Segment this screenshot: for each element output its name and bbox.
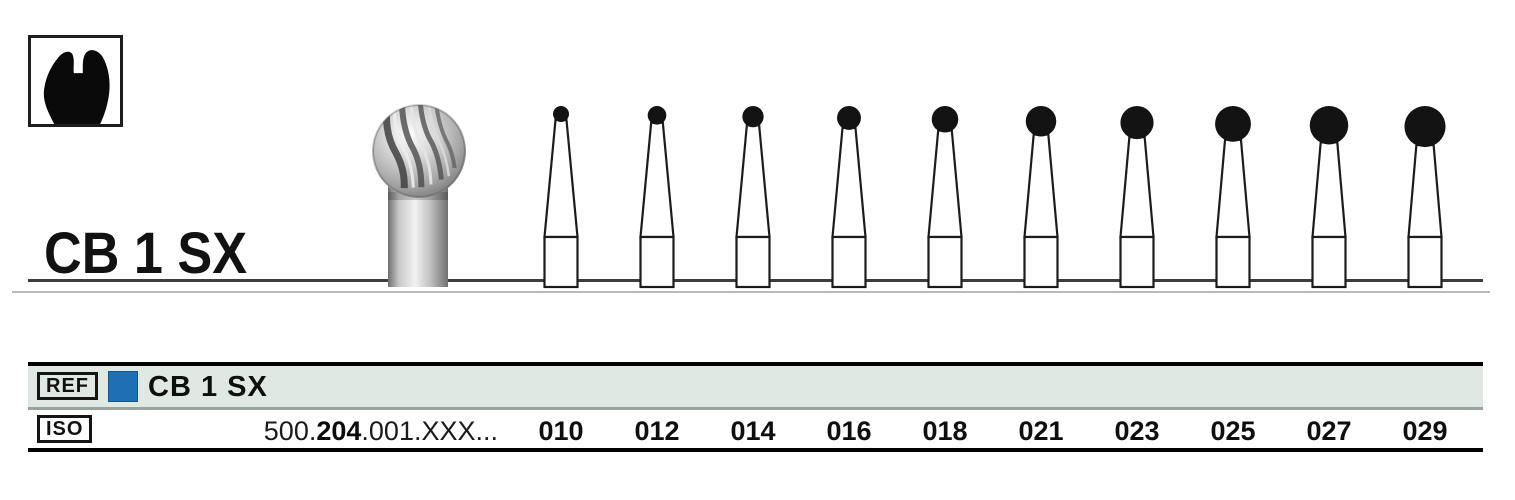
bur-diagram: [1404, 106, 1446, 289]
bur-head-circle: [742, 106, 764, 128]
bur-head-circle: [1120, 106, 1154, 140]
bur-head-circle: [1215, 106, 1251, 142]
bur-diagram: [1309, 106, 1349, 289]
iso-size-label: 023: [1114, 416, 1160, 446]
bur-head-circle: [553, 106, 569, 122]
iso-size-label: 025: [1210, 416, 1256, 446]
iso-code: 500.204.001.XXX...: [28, 416, 498, 447]
bur-diagram: [639, 106, 675, 289]
iso-code-prefix: 500.: [263, 416, 317, 446]
iso-size-label: 010: [538, 416, 584, 446]
iso-size-label: 014: [730, 416, 776, 446]
iso-row: ISO 500.204.001.XXX... 010 012 014 016 018 02…: [28, 410, 1483, 448]
bur-head-circle: [1309, 106, 1349, 145]
bur-diagram: [831, 106, 867, 289]
product-title: CB 1 SX: [44, 221, 248, 286]
ref-tag: REF: [37, 372, 98, 400]
iso-size-label: 021: [1018, 416, 1064, 446]
iso-size-label: 029: [1402, 416, 1448, 446]
iso-code-suffix: .001.XXX...: [361, 416, 498, 446]
product-table: REF CB 1 SX ISO 500.204.001.XXX... 010 01…: [28, 362, 1483, 452]
blue-color-swatch: [108, 371, 138, 402]
iso-size-label: 018: [922, 416, 968, 446]
molar-tooth-icon: [43, 50, 110, 124]
bur-head-circle: [931, 106, 959, 133]
ref-product-code: CB 1 SX: [148, 371, 268, 403]
ref-row: REF CB 1 SX: [28, 366, 1483, 407]
bur-head-circle: [837, 106, 861, 130]
bur-diagram: [1119, 106, 1155, 289]
bur-diagram: [1023, 106, 1059, 289]
bur-diagram: [735, 106, 771, 289]
tooth-icon-box: [28, 35, 123, 127]
bur-diagram: [543, 106, 579, 289]
baseline-shadow-rule: [12, 291, 1490, 293]
iso-size-label: 012: [634, 416, 680, 446]
bur-head-circle: [1025, 106, 1057, 137]
iso-size-label: 027: [1306, 416, 1352, 446]
bur-size-diagrams: [543, 106, 1446, 289]
iso-code-shank: 204: [316, 416, 362, 446]
bur-head-circle: [647, 106, 667, 125]
bur-head-circle: [1404, 106, 1446, 148]
iso-tag: ISO: [37, 415, 93, 443]
bur-diagram: [927, 106, 963, 289]
bur-diagram: [1215, 106, 1251, 289]
row-separator: [28, 407, 1483, 410]
iso-size-label: 016: [826, 416, 872, 446]
round-bur-photo: [372, 98, 466, 287]
